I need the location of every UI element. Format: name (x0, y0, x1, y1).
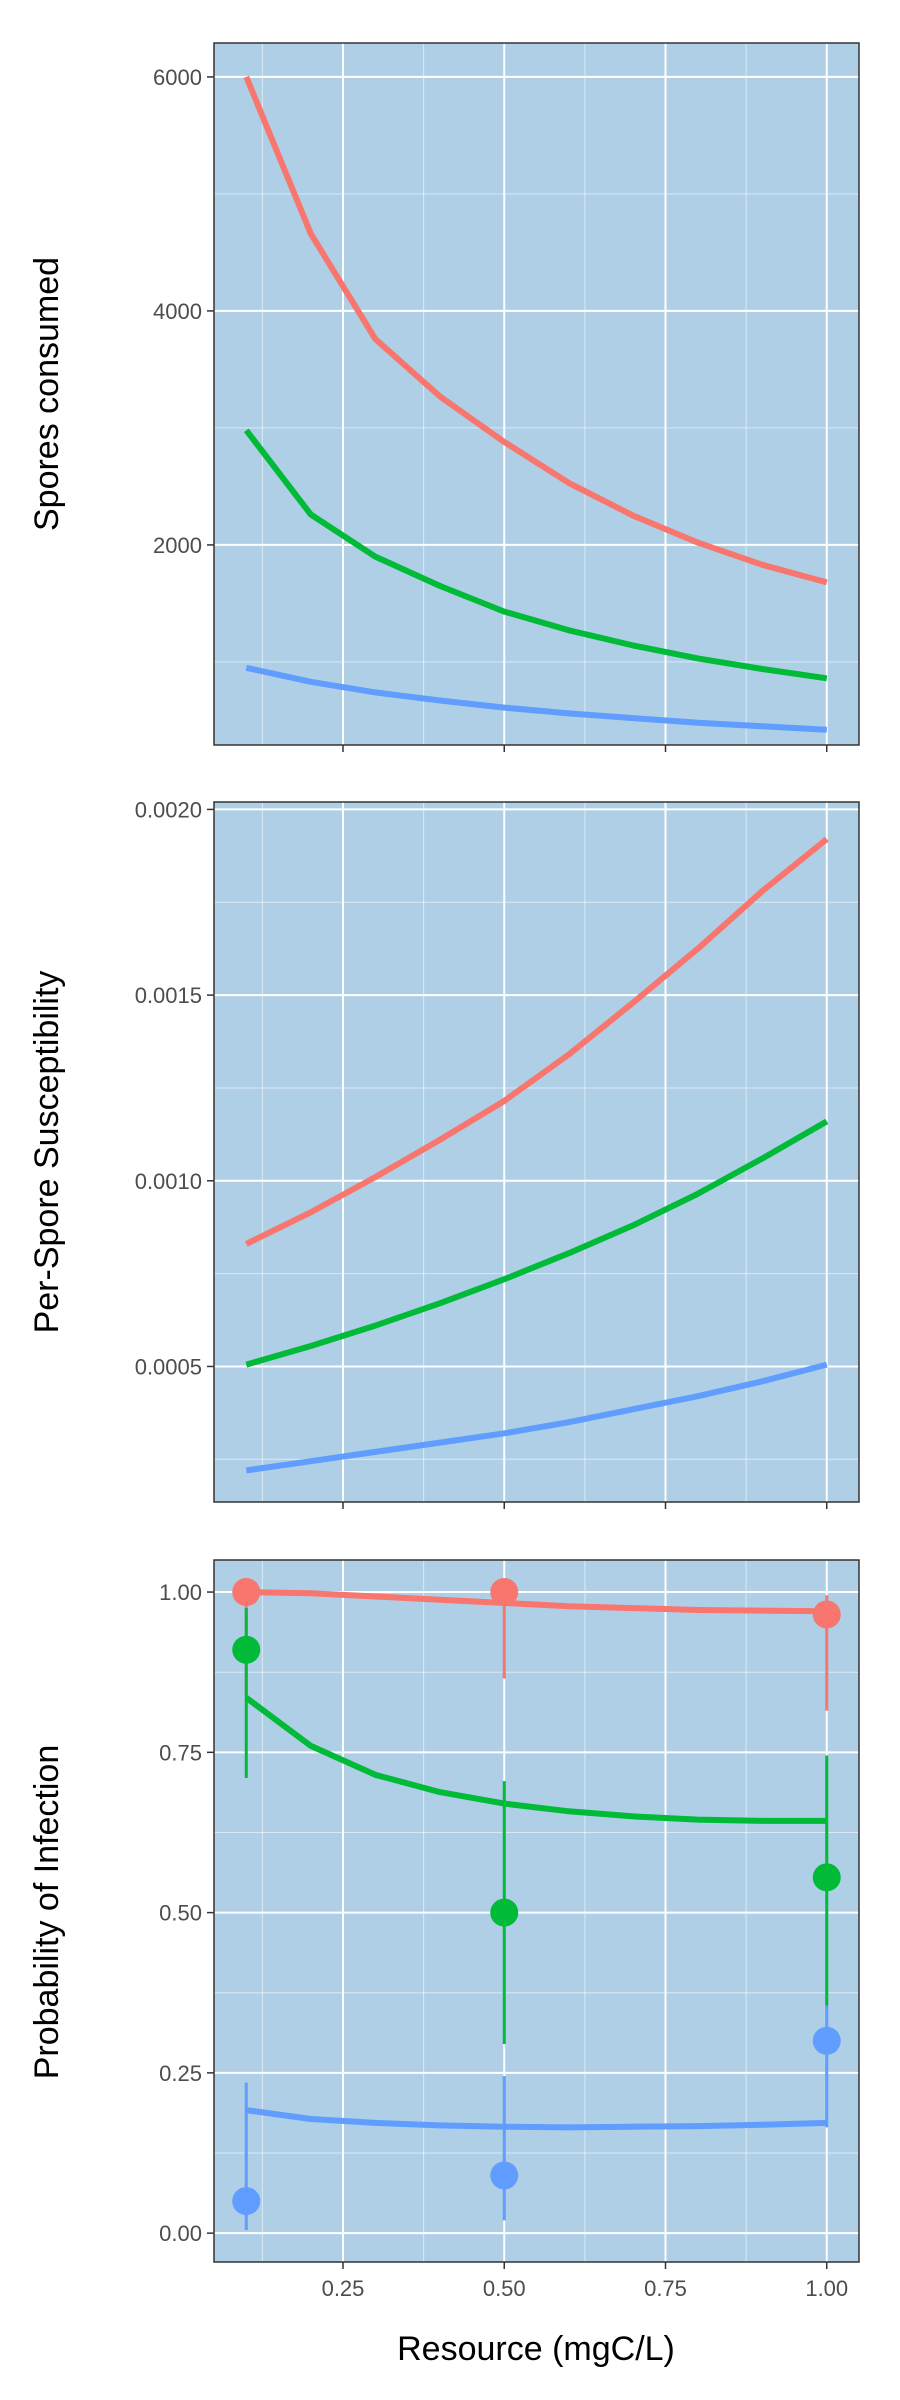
y-axis-title-per-spore-susceptibility: Per-Spore Susceptibility (28, 971, 66, 1334)
y-tick-label: 0.00 (159, 2221, 202, 2246)
y-tick-label: 0.75 (159, 1740, 202, 1765)
data-point-blue (490, 2161, 519, 2190)
panel-background (214, 1560, 859, 2262)
series-line-blue (245, 664, 827, 733)
y-axis-title-probability-of-infection: Probability of Infection (28, 1745, 66, 2080)
panel-background (214, 802, 859, 1502)
x-tick-label: 0.50 (483, 2276, 526, 2301)
y-tick-label: 0.0005 (135, 1354, 202, 1379)
panel-spores-consumed: 2000 4000 6000 (153, 42, 860, 752)
panel-border (213, 801, 860, 1503)
y-tick-label: 0.0015 (135, 983, 202, 1008)
y-tick-label: 0.0020 (135, 797, 202, 822)
data-point-red (490, 1578, 519, 1607)
y-tick-label: 0.25 (159, 2061, 202, 2086)
panel-border (213, 1559, 860, 2263)
x-tick-label: 0.75 (644, 2276, 687, 2301)
panel-border (213, 42, 860, 746)
data-point-blue (812, 2026, 841, 2055)
y-axis-title-spores-consumed: Spores consumed (28, 257, 66, 531)
panel-background (214, 43, 859, 745)
data-point-red (232, 1578, 261, 1607)
panel-probability-of-infection: 0.00 0.25 0.50 0.75 1.00 0.25 0.50 0.75 1.00 (159, 1559, 860, 2301)
series-line-red (246, 1589, 827, 1615)
y-tick-label: 4000 (153, 299, 202, 324)
y-tick-label: 1.00 (159, 1580, 202, 1605)
y-tick-label: 2000 (153, 533, 202, 558)
x-axis-title: Resource (mgC/L) (397, 2330, 675, 2368)
series-line-red (243, 75, 828, 586)
series-line-green (245, 1118, 829, 1368)
data-point-green (812, 1863, 841, 1892)
panel-per-spore-susceptibility: 0.0005 0.0010 0.0015 0.0020 (135, 797, 860, 1509)
x-tick-label: 1.00 (805, 2276, 848, 2301)
series-line-red (244, 836, 829, 1247)
data-point-red (812, 1600, 841, 1629)
data-point-green (490, 1898, 519, 1927)
series-line-blue (245, 1361, 828, 1474)
series-line-green (244, 1695, 827, 1824)
data-point-blue (232, 2187, 261, 2216)
x-tick-label: 0.25 (322, 2276, 365, 2301)
y-tick-label: 6000 (153, 65, 202, 90)
y-tick-label: 0.0010 (135, 1169, 202, 1194)
y-tick-label: 0.50 (159, 1901, 202, 1926)
series-line-blue (245, 2107, 827, 2131)
series-line-green (243, 428, 828, 682)
data-point-green (232, 1635, 261, 1664)
